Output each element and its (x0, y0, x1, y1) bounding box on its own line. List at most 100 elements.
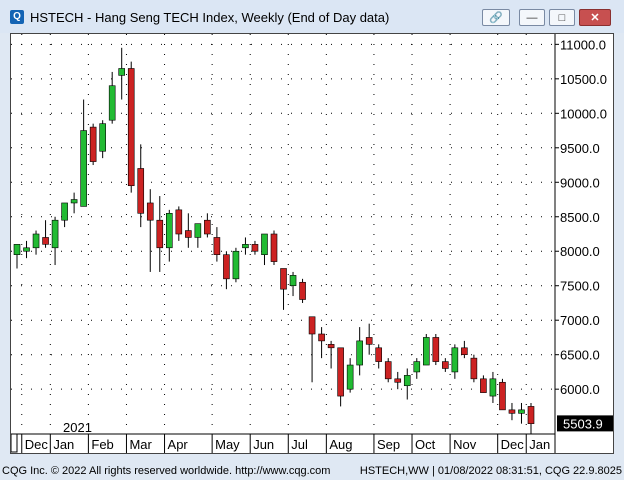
candle (518, 402, 525, 424)
candle-body (499, 381, 506, 411)
candle-body (80, 130, 87, 207)
candle (185, 213, 192, 248)
candle-body (356, 340, 363, 366)
x-tick-label: Dec (25, 437, 49, 452)
candle (270, 230, 278, 266)
title-bar[interactable]: Q HSTECH - Hang Seng TECH Index, Weekly … (0, 0, 624, 33)
candle (442, 358, 449, 372)
candle-body (480, 378, 487, 393)
candle-body (346, 364, 354, 390)
minimize-button[interactable]: — (519, 9, 545, 26)
candle-body (270, 233, 278, 262)
candle-body (280, 268, 287, 290)
candle-body (365, 337, 373, 345)
candle-body (299, 281, 306, 300)
last-price-label: 5503.9 (563, 416, 603, 431)
candle (108, 71, 116, 124)
candle (299, 278, 306, 303)
x-tick-label: May (215, 437, 240, 452)
candle-body (251, 244, 259, 252)
x-tick-label: Jun (253, 437, 274, 452)
candle (403, 368, 411, 400)
candle-body (32, 233, 40, 249)
candle-body (384, 361, 392, 380)
candle-body (23, 247, 30, 252)
copyright-text: CQG Inc. © 2022 All rights reserved worl… (2, 465, 331, 477)
candle-body (308, 316, 316, 335)
candle-body (508, 409, 516, 414)
candle (384, 358, 392, 383)
candle (261, 233, 268, 266)
candles-layer (13, 47, 535, 434)
candle-body (232, 250, 240, 280)
candle-body (318, 333, 325, 342)
candle (42, 220, 49, 248)
y-tick-label: 8000.0 (560, 244, 600, 259)
y-tick-label: 6500.0 (560, 348, 600, 363)
candle-body (422, 337, 430, 366)
candle-body (127, 68, 135, 187)
x-tick-label: Jul (291, 437, 308, 452)
x-tick-label: Jan (529, 437, 550, 452)
symbol-timestamp-text: HSTECH,WW | 01/08/2022 08:31:51, CQG 22.… (359, 465, 622, 477)
close-button[interactable]: ✕ (579, 9, 611, 26)
x-tick-label: Sep (377, 437, 400, 452)
candle-body (61, 202, 68, 221)
link-button[interactable]: 🔗 (482, 9, 510, 26)
candle (204, 213, 211, 238)
candle-body (99, 123, 106, 152)
app-logo-icon: Q (10, 10, 24, 24)
candle (213, 227, 221, 262)
y-tick-label: 7500.0 (560, 279, 600, 294)
candle (508, 402, 516, 421)
candle (89, 123, 97, 166)
year-label: 2021 (63, 420, 92, 435)
candle-body (194, 223, 202, 238)
x-tick-label: Aug (329, 437, 352, 452)
link-chain-icon: 🔗 (489, 12, 503, 24)
candle-body (394, 378, 402, 383)
candle (13, 244, 21, 269)
candle (327, 340, 335, 369)
candle-body (42, 237, 49, 245)
candle-body (146, 202, 154, 221)
candle-body (108, 85, 116, 121)
y-tick-label: 10000.0 (560, 106, 607, 121)
candle (375, 344, 383, 369)
candle (470, 354, 478, 383)
candle-body (118, 68, 126, 76)
maximize-button[interactable]: □ (549, 9, 575, 26)
candle (308, 316, 316, 383)
candle (80, 99, 87, 207)
candle-body (461, 347, 468, 355)
candle (489, 371, 497, 403)
candle (337, 347, 344, 407)
candle-body (518, 409, 525, 414)
candle (156, 196, 164, 272)
candle (223, 251, 230, 290)
y-tick-label: 6000.0 (560, 382, 600, 397)
candle-body (213, 237, 221, 255)
maximize-icon: □ (558, 12, 566, 24)
candle-body (413, 361, 421, 373)
candle-body (89, 126, 97, 162)
candle-body (289, 275, 297, 287)
candle (422, 334, 430, 366)
candle (356, 327, 363, 376)
x-tick-label: Dec (501, 437, 525, 452)
candle (165, 209, 173, 262)
candle (480, 375, 487, 393)
candle (365, 323, 373, 355)
window-title: HSTECH - Hang Seng TECH Index, Weekly (E… (30, 10, 390, 25)
time-scroll-handle[interactable] (10, 433, 18, 453)
price-axis: 11000.0 10500.0 10000.0 9500.0 9000.0 8500.0 8… (555, 37, 607, 397)
candle-body (156, 219, 164, 249)
candle-body (13, 244, 21, 255)
x-tick-label: Mar (129, 437, 152, 452)
last-price-marker: 5503.9 (557, 415, 613, 432)
candlestick-chart[interactable]: 11000.0 10500.0 10000.0 9500.0 9000.0 8500.0 8… (10, 34, 613, 453)
candle-body (204, 219, 211, 235)
candle (175, 206, 183, 241)
chart-area[interactable]: 11000.0 10500.0 10000.0 9500.0 9000.0 8500.0 8… (10, 33, 614, 454)
candle (137, 144, 145, 228)
